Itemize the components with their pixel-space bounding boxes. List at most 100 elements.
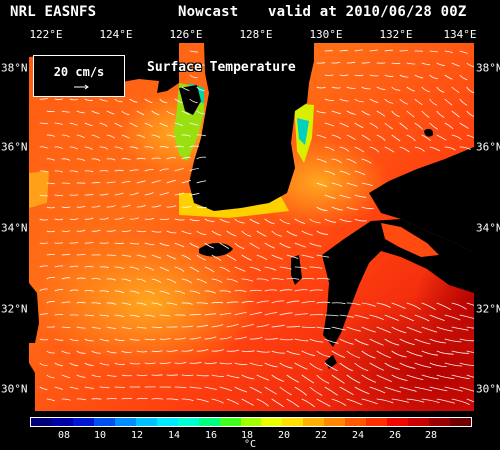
current-vector [61, 253, 71, 256]
current-vector [294, 386, 307, 396]
current-vector [346, 302, 361, 306]
current-vector [69, 170, 79, 173]
current-vector [69, 98, 78, 101]
current-vector [264, 362, 278, 368]
current-vector [361, 158, 372, 164]
current-vector [309, 362, 323, 371]
current-vector [189, 218, 200, 222]
current-vector [166, 157, 176, 160]
current-vector [369, 98, 379, 103]
current-vector [286, 398, 300, 408]
current-vector [331, 158, 342, 164]
current-vector [301, 230, 313, 236]
current-vector [204, 218, 215, 222]
current-vector [106, 374, 117, 377]
current-vector [121, 158, 131, 161]
sea-surface-temperature-map [29, 43, 474, 411]
current-vector [354, 122, 364, 129]
current-vector [159, 218, 170, 221]
vector-scale-legend: 20 cm/s [33, 55, 125, 97]
current-vector [76, 254, 86, 256]
current-vector [391, 374, 408, 381]
current-vector [189, 266, 200, 273]
current-vector [354, 218, 367, 222]
land-tsushima [291, 255, 302, 285]
current-vector [249, 337, 263, 340]
lon-label: 128°E [239, 28, 273, 41]
current-vector [226, 254, 237, 261]
current-vector [316, 326, 331, 330]
current-vector [384, 98, 394, 104]
current-vector [91, 158, 101, 161]
current-vector [151, 180, 161, 184]
current-vector [54, 265, 64, 268]
current-vector [189, 98, 198, 104]
colorbar-tick: 20 [277, 430, 291, 441]
current-vector [376, 398, 394, 404]
current-vector [264, 289, 277, 292]
current-vector [354, 49, 363, 52]
current-vector [309, 289, 323, 292]
current-vector [211, 302, 224, 304]
current-vector [414, 314, 430, 322]
current-vector [121, 204, 131, 208]
current-vector [144, 192, 154, 196]
current-vector [436, 398, 455, 404]
current-vector [316, 182, 328, 187]
current-vector [391, 326, 407, 334]
current-vector [444, 98, 453, 106]
current-vector [309, 386, 323, 396]
current-vector [39, 170, 48, 173]
current-vector [369, 122, 379, 129]
arrow-right-icon [74, 84, 89, 90]
current-vector [459, 338, 474, 342]
current-vector [174, 168, 184, 172]
current-vector [391, 398, 409, 403]
current-vector [339, 98, 349, 102]
current-vector [54, 98, 63, 100]
current-vector [159, 122, 168, 127]
current-vector [331, 206, 343, 211]
current-vector [106, 204, 116, 208]
current-vector [114, 217, 124, 220]
current-vector [256, 254, 268, 261]
current-vector [286, 254, 299, 259]
land-china-east-coast [29, 283, 39, 343]
current-vector [294, 362, 308, 370]
current-vector [84, 170, 94, 173]
current-vector [264, 242, 275, 249]
current-vector [151, 350, 163, 352]
current-vector [294, 289, 308, 292]
current-vector [346, 182, 358, 187]
current-vector [354, 338, 369, 346]
current-vector [294, 266, 308, 270]
current-vector [324, 218, 337, 223]
current-vector [174, 192, 185, 196]
current-vector [294, 218, 306, 224]
current-vector [106, 398, 117, 400]
current-vector [181, 180, 192, 184]
current-vector [264, 218, 275, 225]
current-vector [421, 350, 439, 356]
current-vector [166, 349, 178, 352]
current-vector [279, 218, 290, 225]
current-vector [189, 386, 202, 389]
current-vector [61, 158, 71, 161]
current-vector [339, 74, 349, 76]
current-vector [346, 350, 361, 359]
current-vector [301, 350, 316, 357]
current-vector [46, 134, 55, 137]
current-vector [414, 74, 424, 79]
current-vector [196, 86, 205, 91]
current-vector [189, 122, 199, 126]
current-vector [339, 218, 352, 223]
current-vector [39, 218, 48, 221]
land-japan-kyushu [322, 219, 474, 347]
current-vector [196, 156, 206, 160]
current-vector [436, 374, 455, 379]
current-vector [84, 193, 94, 196]
current-vector [144, 362, 156, 365]
colorbar-tick: 28 [424, 430, 438, 441]
current-vector [106, 350, 117, 354]
current-vector [46, 254, 55, 256]
